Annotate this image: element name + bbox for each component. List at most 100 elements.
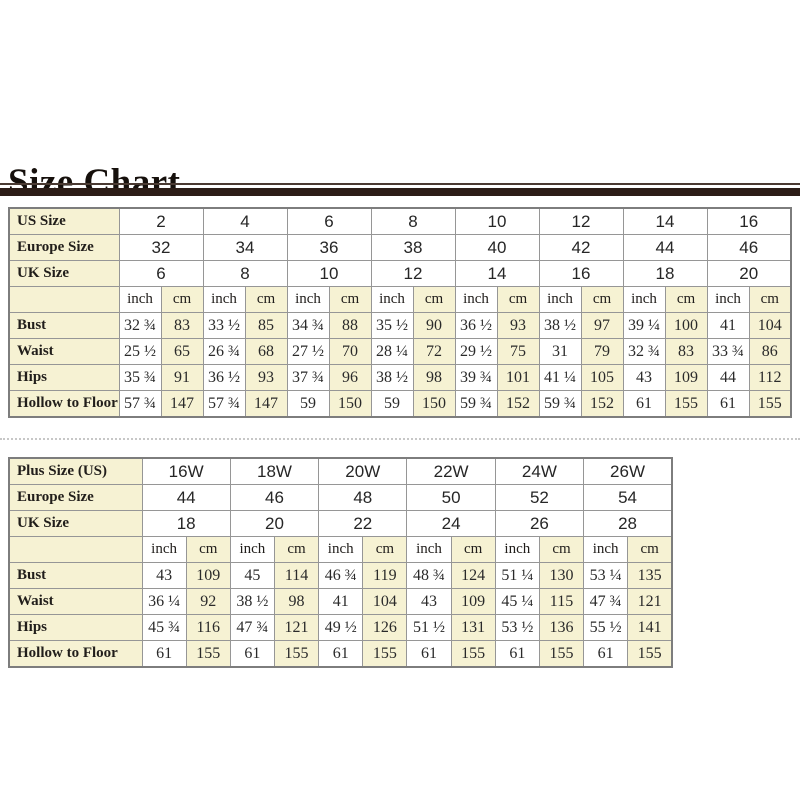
- size-value-cell: 42: [538, 234, 624, 261]
- cm-value-cell: 121: [273, 614, 320, 641]
- measurement-row: Bust 32 ¾ 83 33 ½ 85 34 ¾ 88 35 ½ 90 36 ½ 93 38 ½ 97…: [8, 312, 792, 339]
- size-value-cell: 20W: [318, 457, 408, 485]
- size-value-cell: 12: [538, 207, 624, 235]
- cm-value-cell: 72: [412, 338, 456, 365]
- cm-value-cell: 155: [273, 640, 320, 668]
- cm-value-cell: 96: [328, 364, 372, 391]
- inch-value-cell: 46 ¾: [318, 562, 364, 589]
- cm-value-cell: 112: [748, 364, 792, 391]
- size-value-cell: 28: [583, 510, 673, 537]
- size-value-cell: 50: [406, 484, 496, 511]
- size-value-cell: 26W: [583, 457, 673, 485]
- inch-value-cell: 43: [622, 364, 666, 391]
- inch-value-cell: 57 ¾: [202, 390, 246, 418]
- inch-value-cell: 33 ½: [202, 312, 246, 339]
- cm-value-cell: 121: [627, 588, 673, 615]
- title-divider-thick-bar: [0, 188, 800, 196]
- size-value-cell: 16: [706, 207, 792, 235]
- size-value-cell: 8: [202, 260, 288, 287]
- size-header-row: Europe Size 44 46 48 50 52 54: [8, 484, 673, 511]
- cm-value-cell: 88: [328, 312, 372, 339]
- cm-value-cell: 155: [538, 640, 585, 668]
- cm-value-cell: 90: [412, 312, 456, 339]
- size-value-cell: 18: [622, 260, 708, 287]
- size-header-row: Plus Size (US) 16W 18W 20W 22W 24W 26W: [8, 457, 673, 485]
- inch-value-cell: 39 ¾: [454, 364, 498, 391]
- size-value-cell: 8: [370, 207, 456, 235]
- size-value-cell: 52: [494, 484, 585, 511]
- unit-inch-header: inch: [494, 536, 540, 563]
- row-label: UK Size: [8, 260, 120, 287]
- unit-cm-header: cm: [328, 286, 372, 313]
- cm-value-cell: 124: [450, 562, 496, 589]
- inch-value-cell: 45 ¼: [494, 588, 540, 615]
- unit-inch-header: inch: [202, 286, 246, 313]
- size-value-cell: 10: [454, 207, 540, 235]
- size-value-cell: 2: [118, 207, 204, 235]
- unit-header-row: inch cm inch cm inch cm inch cm inch cm inch cm: [8, 536, 673, 563]
- size-value-cell: 34: [202, 234, 288, 261]
- size-value-cell: 46: [229, 484, 320, 511]
- row-label: Europe Size: [8, 234, 120, 261]
- cm-value-cell: 130: [538, 562, 585, 589]
- inch-value-cell: 38 ½: [538, 312, 582, 339]
- cm-value-cell: 115: [538, 588, 585, 615]
- inch-value-cell: 61: [406, 640, 452, 668]
- unit-cm-header: cm: [160, 286, 204, 313]
- size-value-cell: 48: [318, 484, 408, 511]
- unit-inch-header: inch: [370, 286, 414, 313]
- inch-value-cell: 31: [538, 338, 582, 365]
- inch-value-cell: 29 ½: [454, 338, 498, 365]
- size-value-cell: 54: [583, 484, 673, 511]
- inch-value-cell: 47 ¾: [229, 614, 275, 641]
- size-value-cell: 6: [286, 207, 372, 235]
- size-value-cell: 24: [406, 510, 496, 537]
- inch-value-cell: 48 ¾: [406, 562, 452, 589]
- table-separator-dotted-line: [0, 438, 800, 440]
- row-label: Bust: [8, 562, 143, 589]
- size-value-cell: 20: [706, 260, 792, 287]
- inch-value-cell: 39 ¼: [622, 312, 666, 339]
- row-label: Plus Size (US): [8, 457, 143, 485]
- unit-inch-header: inch: [538, 286, 582, 313]
- inch-value-cell: 26 ¾: [202, 338, 246, 365]
- inch-value-cell: 33 ¾: [706, 338, 750, 365]
- unit-inch-header: inch: [583, 536, 629, 563]
- inch-value-cell: 61: [318, 640, 364, 668]
- unit-inch-header: inch: [141, 536, 187, 563]
- inch-value-cell: 27 ½: [286, 338, 330, 365]
- cm-value-cell: 109: [185, 562, 231, 589]
- size-value-cell: 16: [538, 260, 624, 287]
- unit-inch-header: inch: [454, 286, 498, 313]
- inch-value-cell: 45 ¾: [141, 614, 187, 641]
- cm-value-cell: 155: [627, 640, 673, 668]
- cm-value-cell: 116: [185, 614, 231, 641]
- inch-value-cell: 37 ¾: [286, 364, 330, 391]
- inch-value-cell: 44: [706, 364, 750, 391]
- inch-value-cell: 61: [229, 640, 275, 668]
- unit-inch-header: inch: [318, 536, 364, 563]
- size-value-cell: 14: [622, 207, 708, 235]
- cm-value-cell: 93: [244, 364, 288, 391]
- unit-cm-header: cm: [496, 286, 540, 313]
- cm-value-cell: 109: [664, 364, 708, 391]
- unit-inch-header: inch: [706, 286, 750, 313]
- unit-cm-header: cm: [580, 286, 624, 313]
- size-value-cell: 16W: [141, 457, 231, 485]
- cm-value-cell: 155: [450, 640, 496, 668]
- row-label: UK Size: [8, 510, 143, 537]
- cm-value-cell: 114: [273, 562, 320, 589]
- inch-value-cell: 38 ½: [370, 364, 414, 391]
- cm-value-cell: 105: [580, 364, 624, 391]
- inch-value-cell: 61: [583, 640, 629, 668]
- cm-value-cell: 83: [664, 338, 708, 365]
- inch-value-cell: 61: [622, 390, 666, 418]
- cm-value-cell: 147: [160, 390, 204, 418]
- inch-value-cell: 43: [406, 588, 452, 615]
- inch-value-cell: 43: [141, 562, 187, 589]
- inch-value-cell: 51 ¼: [494, 562, 540, 589]
- inch-value-cell: 53 ½: [494, 614, 540, 641]
- row-label: Hips: [8, 364, 120, 391]
- cm-value-cell: 92: [185, 588, 231, 615]
- cm-value-cell: 91: [160, 364, 204, 391]
